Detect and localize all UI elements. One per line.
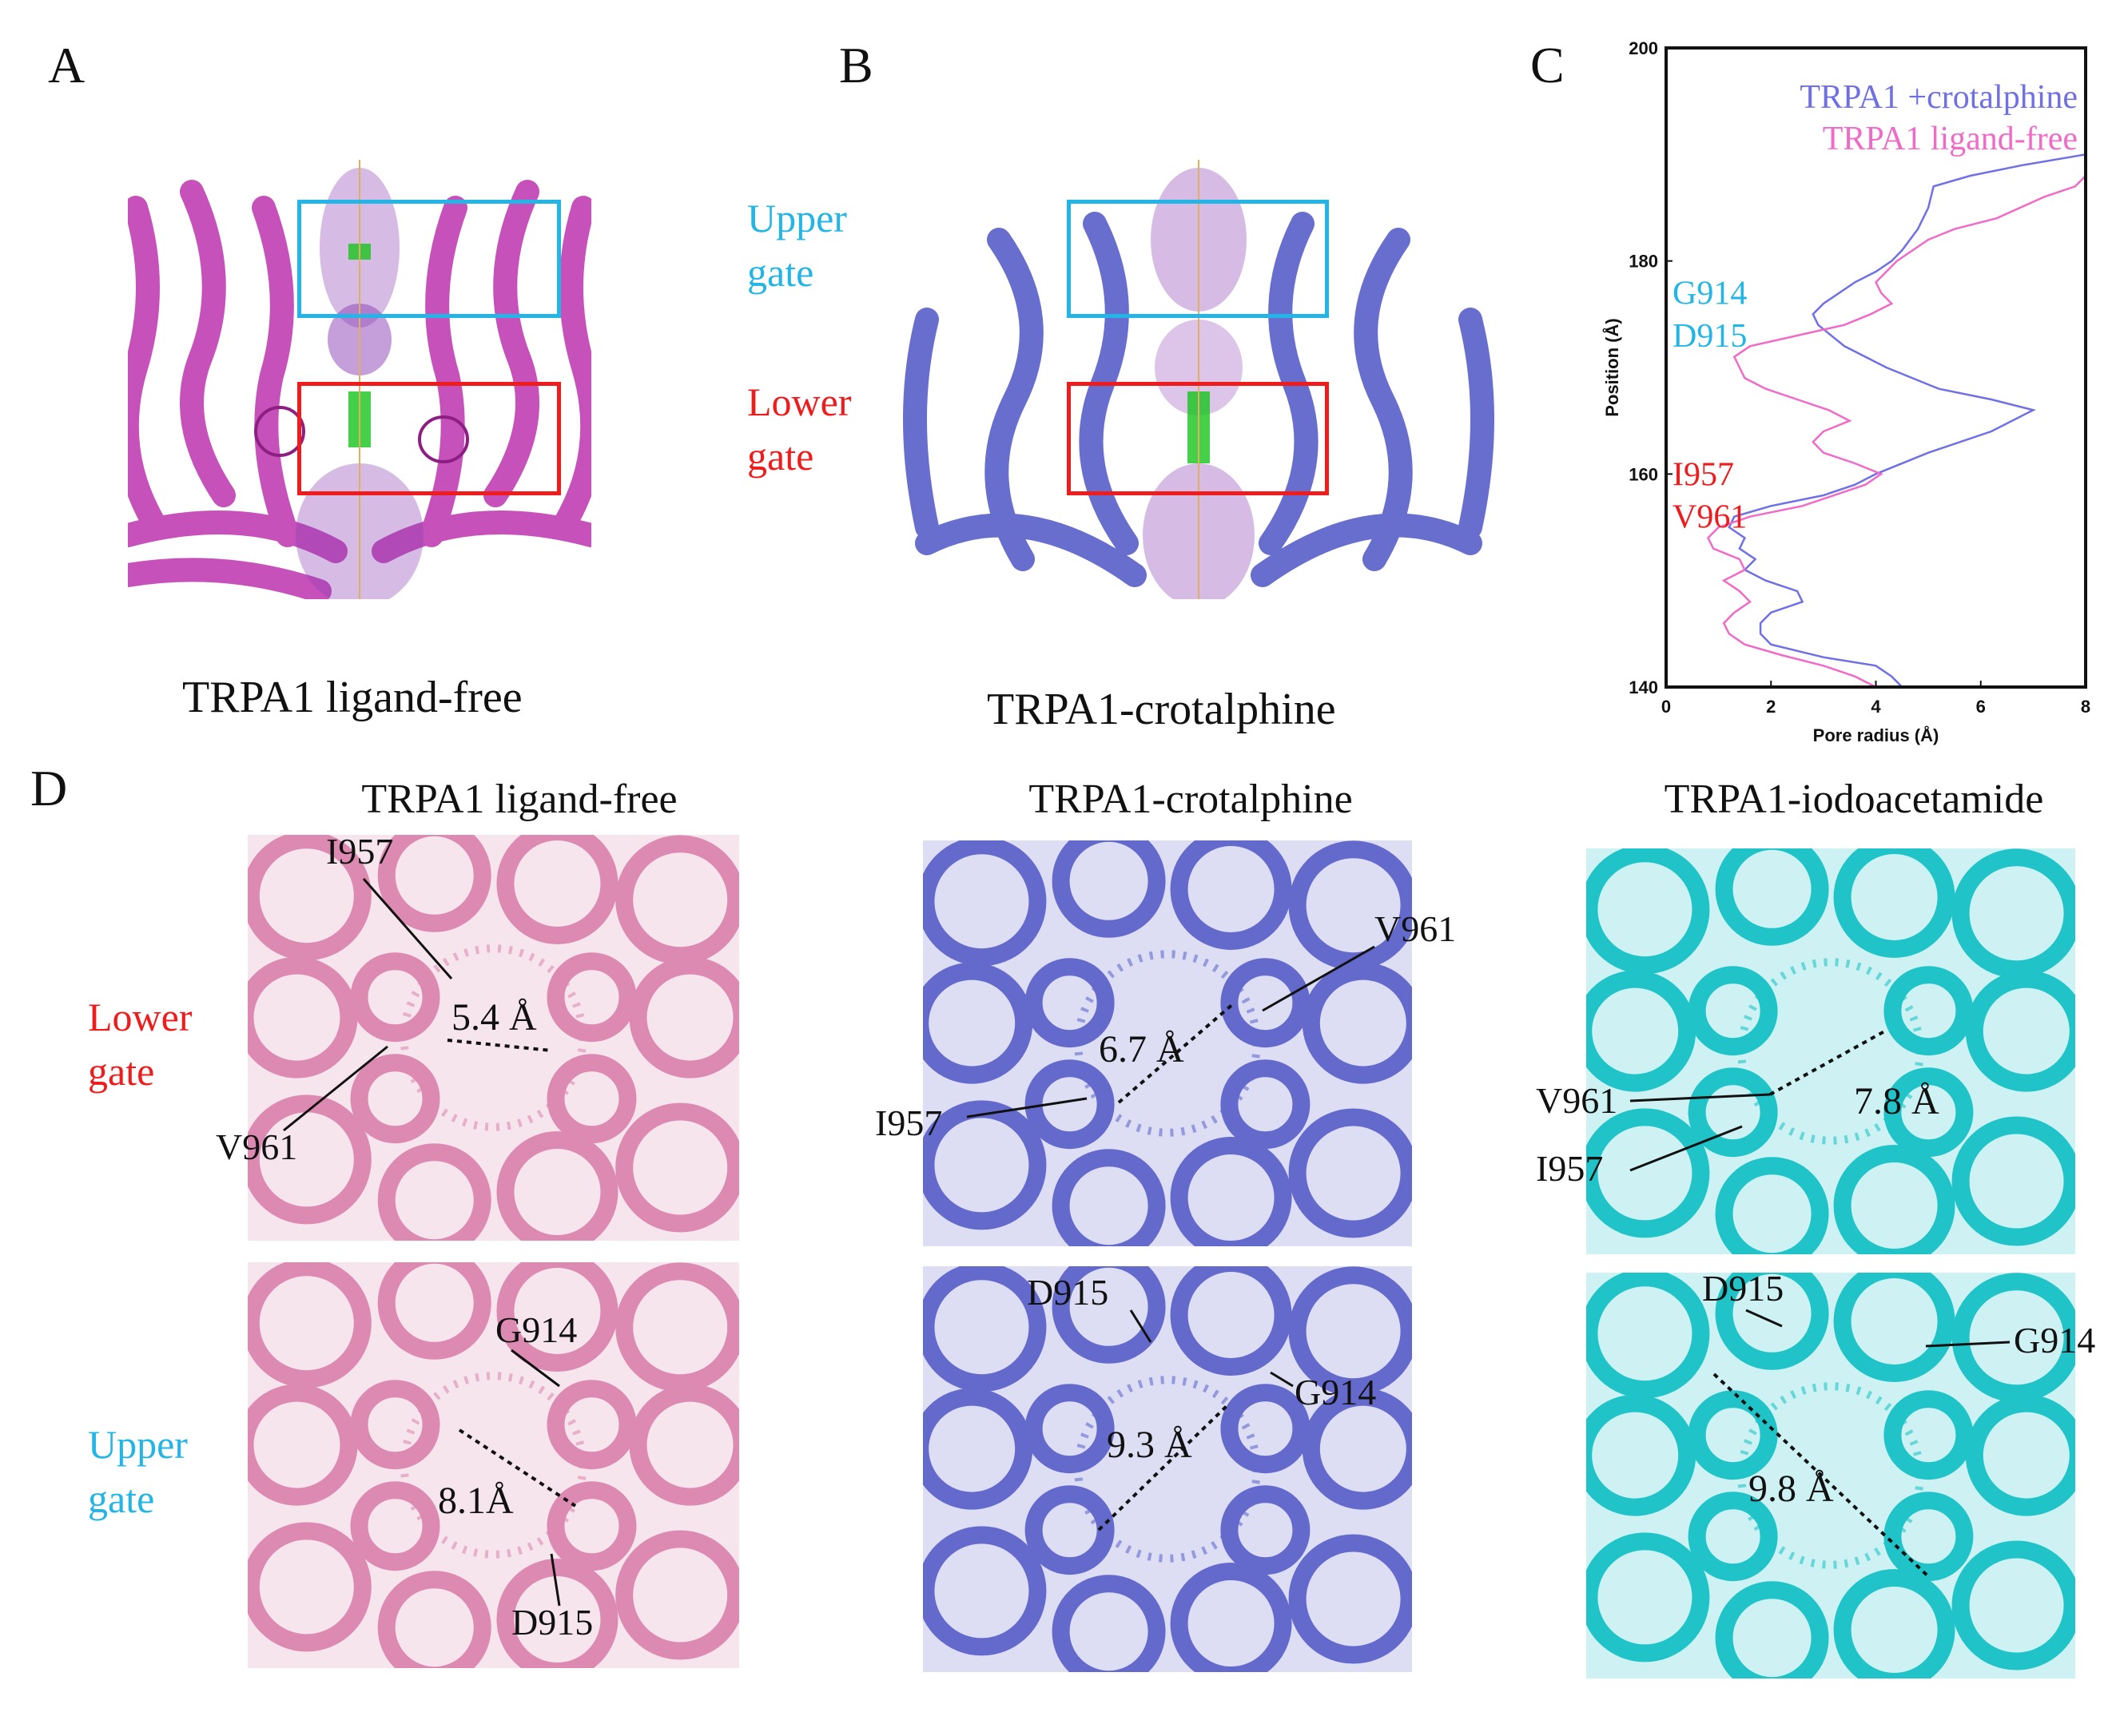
- row-label-lower-line2: gate: [88, 1048, 155, 1094]
- helix-view-image: [923, 1266, 1412, 1672]
- annotation-d915: D915: [1673, 318, 1747, 355]
- x-tick-label-8: 8: [2081, 697, 2090, 717]
- pore-radius-chart: 0 2 4 6 8 140 160 180 200 Pore radius (Å) Position…: [1590, 38, 2102, 759]
- panel-a-structure-image: [128, 160, 591, 599]
- label-d915-ligand-free: D915: [511, 1602, 594, 1643]
- legend-entry-1: TRPA1 ligand-free: [1823, 121, 2078, 157]
- x-tick-label-0: 0: [1661, 697, 1671, 717]
- series-line-0: [1728, 153, 2086, 688]
- label-g914-iodoacetamide: G914: [2014, 1320, 2096, 1361]
- upper-gate-label-line2: gate: [747, 249, 814, 295]
- panel-letter-a: A: [48, 37, 86, 93]
- upper-gate-box-a: [297, 200, 561, 318]
- row-label-upper-line2: gate: [88, 1476, 155, 1521]
- panel-letter-d: D: [30, 760, 68, 816]
- distance-upper-iodoacetamide: 9.8 Å: [1748, 1468, 1834, 1510]
- caption-b: TRPA1-crotalphine: [987, 685, 1336, 734]
- lower-gate-label-line1: Lower: [747, 379, 852, 424]
- annotation-g914: G914: [1673, 276, 1747, 312]
- lower-gate-box-b: [1067, 382, 1329, 495]
- ligand-free-upper-gate-view: [248, 1262, 739, 1668]
- upper-gate-label-a: Upper gate: [747, 192, 847, 300]
- column-title-iodoacetamide: TRPA1-iodoacetamide: [1664, 777, 2044, 822]
- helix-view-image: [248, 835, 739, 1241]
- legend-entry-0: TRPA1 +crotalphine: [1800, 79, 2078, 116]
- label-i957-crotalphine: I957: [875, 1102, 943, 1143]
- row-label-lower-line1: Lower: [88, 995, 193, 1039]
- distance-lower-iodoacetamide: 7.8 Å: [1854, 1080, 1939, 1122]
- row-label-upper-gate: Upper gate: [88, 1418, 188, 1526]
- panel-b-structure: [895, 160, 1502, 599]
- distance-lower-ligand-free: 5.4 Å: [451, 996, 537, 1039]
- label-g914-ligand-free: G914: [495, 1309, 578, 1350]
- label-v961-ligand-free: V961: [216, 1126, 298, 1167]
- label-i957-ligand-free: I957: [326, 831, 394, 872]
- panel-letter-c: C: [1530, 37, 1565, 93]
- column-title-crotalphine: TRPA1-crotalphine: [1028, 777, 1353, 822]
- x-tick-label-2: 2: [1766, 697, 1776, 717]
- lower-gate-label-line2: gate: [747, 433, 814, 479]
- helix-view-image: [1586, 848, 2075, 1254]
- x-axis-label: Pore radius (Å): [1813, 725, 1939, 745]
- annotation-v961: V961: [1673, 499, 1747, 536]
- label-d915-iodoacetamide: D915: [1702, 1268, 1784, 1309]
- x-tick-label-4: 4: [1871, 697, 1881, 717]
- pore-radius-chart-svg: 0 2 4 6 8 140 160 180 200 Pore radius (Å) Position…: [1601, 38, 2090, 745]
- label-v961-crotalphine: V961: [1374, 908, 1457, 949]
- panel-letter-b: B: [839, 37, 873, 93]
- label-g914-crotalphine: G914: [1295, 1372, 1377, 1412]
- series-line-1: [1706, 175, 2086, 689]
- panel-a-structure: [128, 160, 591, 599]
- upper-gate-label-line1: Upper: [747, 196, 847, 240]
- y-tick-label-200: 200: [1629, 38, 1658, 58]
- label-d915-crotalphine: D915: [1027, 1272, 1109, 1313]
- caption-a: TRPA1 ligand-free: [182, 673, 523, 722]
- distance-lower-crotalphine: 6.7 Å: [1099, 1028, 1184, 1071]
- upper-gate-box-b: [1067, 200, 1329, 318]
- distance-upper-crotalphine: 9.3 Å: [1107, 1424, 1192, 1466]
- column-title-ligand-free: TRPA1 ligand-free: [361, 777, 678, 822]
- y-tick-label-160: 160: [1629, 464, 1658, 484]
- label-v961-iodoacetamide: V961: [1536, 1080, 1618, 1121]
- distance-upper-ligand-free: 8.1Å: [438, 1480, 514, 1522]
- label-i957-iodoacetamide: I957: [1536, 1148, 1604, 1189]
- y-tick-label-140: 140: [1629, 677, 1658, 697]
- annotation-i957: I957: [1673, 456, 1734, 493]
- ligand-free-lower-gate-view: [248, 835, 739, 1241]
- crotalphine-upper-gate-view: [923, 1266, 1412, 1672]
- y-tick-label-180: 180: [1629, 252, 1658, 272]
- row-label-upper-line1: Upper: [88, 1422, 188, 1467]
- panel-b-structure-image: [895, 160, 1502, 599]
- helix-view-image: [248, 1262, 739, 1668]
- lower-gate-label-a: Lower gate: [747, 375, 852, 483]
- x-tick-label-6: 6: [1976, 697, 1986, 717]
- lower-gate-box-a: [297, 382, 561, 495]
- iodoacetamide-lower-gate-view: [1586, 848, 2075, 1254]
- y-axis-label: Position (Å): [1601, 318, 1622, 416]
- row-label-lower-gate: Lower gate: [88, 991, 193, 1098]
